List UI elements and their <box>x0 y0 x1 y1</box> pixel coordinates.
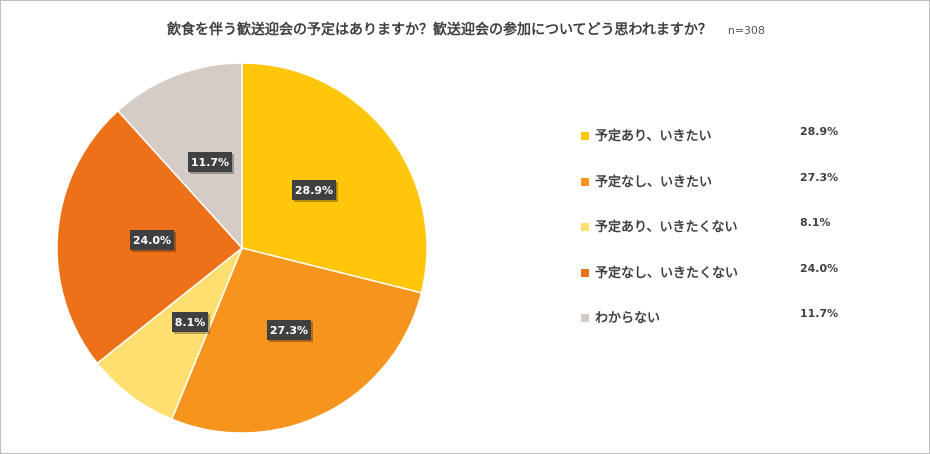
legend-label: 予定あり、いきたい <box>595 129 712 144</box>
pie-slice-5 <box>116 62 243 250</box>
legend-swatch <box>581 132 589 140</box>
chart-title-text: 飲食を伴う歓送迎会の予定はありますか？歓送迎会の参加についてどう思われますか？ <box>166 22 712 38</box>
legend-label: 予定なし、いきたくない <box>595 265 739 281</box>
data-label-4: 24.0% <box>130 230 176 252</box>
legend-value: 27.3% <box>800 170 839 184</box>
legend-item-5: わからない 11.7% <box>581 307 861 353</box>
legend-item-2: 予定なし、いきたい 27.3% <box>581 171 861 217</box>
pie-slice-2 <box>170 247 423 434</box>
legend-item-4: 予定なし、いきたくない 24.0% <box>581 262 861 308</box>
data-label-text: 11.7% <box>191 156 229 169</box>
data-label-text: 28.9% <box>295 184 333 197</box>
pie-slice-1 <box>241 62 428 294</box>
data-label-box <box>267 320 311 340</box>
legend-item-3: 予定あり、いきたくない 8.1% <box>581 216 861 262</box>
legend-swatch <box>581 268 589 277</box>
pie-slice-3 <box>96 245 244 421</box>
data-label-box <box>292 180 336 200</box>
legend-label: わからない <box>595 311 661 326</box>
legend-value: 28.9% <box>800 125 839 138</box>
legend-label: 予定あり、いきたくない <box>595 220 738 235</box>
sample-size: n=308 <box>727 24 766 37</box>
legend-value: 11.7% <box>800 307 839 320</box>
legend-label: 予定なし、いきたい <box>595 174 713 190</box>
data-label-box <box>188 152 232 172</box>
data-label-box <box>172 312 208 332</box>
legend-value: 24.0% <box>800 261 839 275</box>
data-label-5: 11.7% <box>188 152 234 174</box>
data-label-2: 27.3% <box>267 320 313 342</box>
legend-item-1: 予定あり、いきたい 28.9% <box>581 125 861 171</box>
legend-value: 8.1% <box>800 216 831 229</box>
data-label-text: 24.0% <box>133 234 171 247</box>
legend-swatch <box>581 223 589 231</box>
legend: 予定あり、いきたい 28.9% 予定なし、いきたい 27.3% 予定あり、いきたくない 8… <box>581 125 861 353</box>
data-label-3: 8.1% <box>172 312 210 334</box>
data-label-text: 8.1% <box>175 316 206 329</box>
data-label-1: 28.9% <box>292 180 338 202</box>
chart-title: 飲食を伴う歓送迎会の予定はありますか？歓送迎会の参加についてどう思われますか？ n… <box>1 19 930 39</box>
legend-swatch <box>581 177 589 186</box>
data-label-box <box>130 230 174 250</box>
data-label-text: 27.3% <box>270 324 308 337</box>
legend-swatch <box>581 314 589 322</box>
